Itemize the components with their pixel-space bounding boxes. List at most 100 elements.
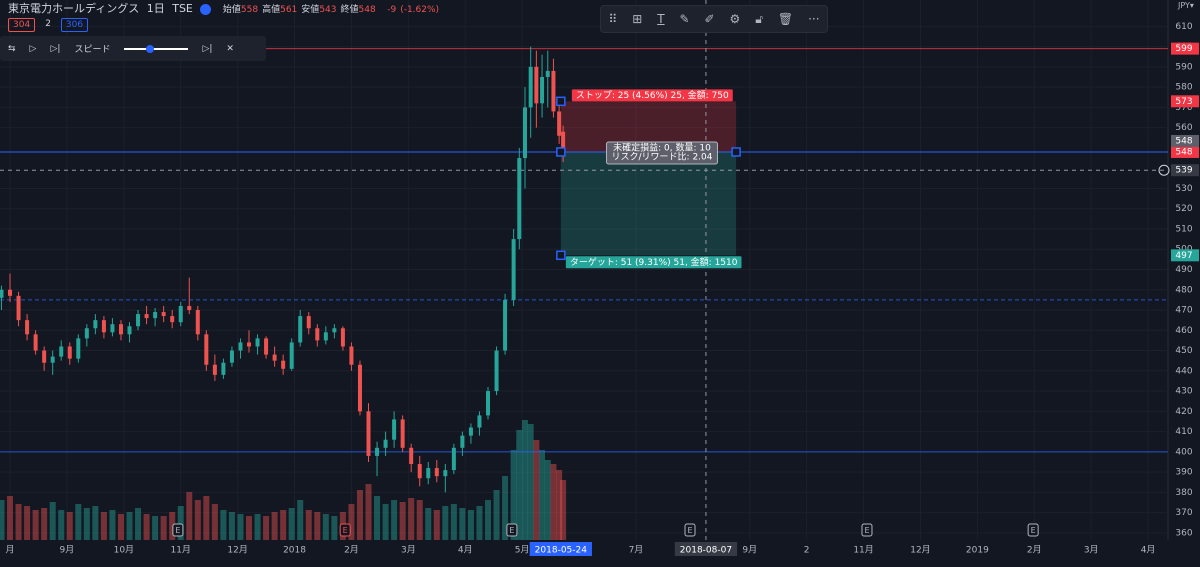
volume-bar: [152, 516, 159, 540]
badges: 304 2 306: [8, 18, 89, 32]
earnings-box[interactable]: [861, 523, 873, 537]
volume-bar: [32, 510, 39, 540]
step[interactable]: ▷|: [50, 43, 61, 54]
replay-toolbar: ⇆ ▷ ▷| スピード ▷| ✕: [0, 36, 266, 61]
candle-body: [255, 338, 260, 347]
tool[interactable]: 🔓︎: [755, 11, 763, 26]
volume-bar: [211, 504, 218, 540]
tool[interactable]: ⠿: [608, 12, 618, 26]
candle-body: [511, 239, 516, 300]
crosshair-price-bg: [1171, 164, 1199, 177]
volume-bar: [109, 510, 116, 540]
candle-body: [101, 320, 106, 333]
jump[interactable]: ▷|: [202, 43, 213, 54]
y-tick-label: 450: [1175, 346, 1192, 356]
candle-body: [272, 354, 277, 361]
volume-bar: [75, 504, 82, 540]
candle-body: [468, 427, 473, 436]
play[interactable]: ▷: [29, 43, 37, 54]
y-tick-label: 400: [1175, 447, 1192, 457]
x-tick-label: 3月: [1084, 545, 1099, 556]
volume-bar: [92, 506, 99, 540]
volume-bar: [143, 514, 150, 540]
volume-bar: [160, 516, 167, 540]
select-bar[interactable]: ⇆: [8, 43, 16, 54]
earnings-label: E: [1031, 526, 1036, 535]
volume-bar: [314, 512, 321, 540]
y-tick-label: 420: [1175, 407, 1192, 417]
volume-bar: [288, 508, 295, 540]
candle-body: [323, 332, 328, 341]
tool[interactable]: ✎: [679, 12, 690, 26]
earnings-box[interactable]: [1027, 523, 1039, 537]
axis-bg: [1168, 0, 1200, 567]
candle-body: [517, 158, 522, 240]
candle-body: [375, 447, 380, 456]
x-tick-label: 12月: [910, 545, 930, 556]
volume-bar: [459, 508, 466, 540]
replay-icon[interactable]: [200, 3, 212, 15]
symbol-header: 東京電力ホールディングス 1日 TSE 始値558 高値561 安値543 終値548…: [8, 0, 443, 16]
badge[interactable]: 304: [8, 18, 36, 32]
candle-body: [136, 314, 141, 327]
y-tick-label: 490: [1175, 265, 1192, 275]
candle-body: [486, 391, 491, 416]
handle[interactable]: [731, 147, 741, 157]
candle-body: [110, 324, 115, 333]
y-tick-label: 380: [1175, 488, 1192, 498]
target-label: ターゲット: 51 (9.31%) 51, 金額: 1510: [565, 256, 742, 269]
earnings-box[interactable]: [506, 523, 518, 537]
earnings-box[interactable]: [339, 523, 351, 537]
y-tick-label: 470: [1175, 306, 1192, 316]
volume-bar: [41, 508, 48, 540]
candle-body: [170, 316, 175, 323]
candle-body: [477, 415, 482, 428]
earnings-box[interactable]: [172, 523, 184, 537]
earnings-label: E: [509, 526, 514, 535]
tool[interactable]: T: [657, 12, 665, 26]
volume-bar: [126, 512, 133, 540]
close[interactable]: ✕: [226, 43, 234, 54]
earnings-box[interactable]: [684, 523, 696, 537]
candle-body: [332, 328, 337, 333]
volume-bar: [263, 516, 270, 540]
tool[interactable]: ✐: [704, 12, 715, 26]
candle-body: [127, 326, 132, 335]
candle-body: [315, 328, 320, 341]
volume-bar: [169, 512, 176, 540]
x-tick-label: 月: [6, 545, 15, 556]
candle-body: [460, 435, 465, 448]
candle-body: [528, 66, 533, 108]
ohlc-value: 548: [358, 5, 376, 15]
volume-bar: [493, 490, 500, 540]
badge[interactable]: 306: [60, 18, 89, 32]
candle-body: [540, 76, 545, 104]
tool[interactable]: 🗑︎: [777, 12, 794, 26]
ohlc-label: 高値: [262, 5, 281, 15]
handle[interactable]: [556, 147, 566, 157]
y-tick-label: 430: [1175, 387, 1192, 397]
volume-bar: [560, 480, 567, 540]
handle[interactable]: [556, 250, 566, 261]
currency[interactable]: JPY▾: [1178, 1, 1194, 10]
crosshair-add[interactable]: [1158, 164, 1170, 176]
interval[interactable]: 1日: [146, 2, 165, 15]
tool[interactable]: ···: [808, 12, 820, 26]
volume-bar: [135, 508, 142, 540]
speed-label: スピード: [74, 45, 111, 55]
tool[interactable]: ⊞: [632, 12, 643, 26]
speed-slider[interactable]: [124, 44, 189, 53]
x-tick-label: 4月: [1141, 545, 1156, 556]
candle-body: [238, 342, 243, 351]
x-tick-label: 2月: [1027, 545, 1042, 556]
candle-body: [366, 411, 371, 456]
handle[interactable]: [556, 96, 566, 107]
x-tick-label: 5月: [515, 545, 530, 556]
symbol: 東京電力ホールディングス: [8, 2, 140, 15]
y-tick-label: 520: [1175, 204, 1192, 214]
x-tick-label: 7月: [629, 545, 644, 556]
tool[interactable]: ⚙: [729, 12, 741, 26]
